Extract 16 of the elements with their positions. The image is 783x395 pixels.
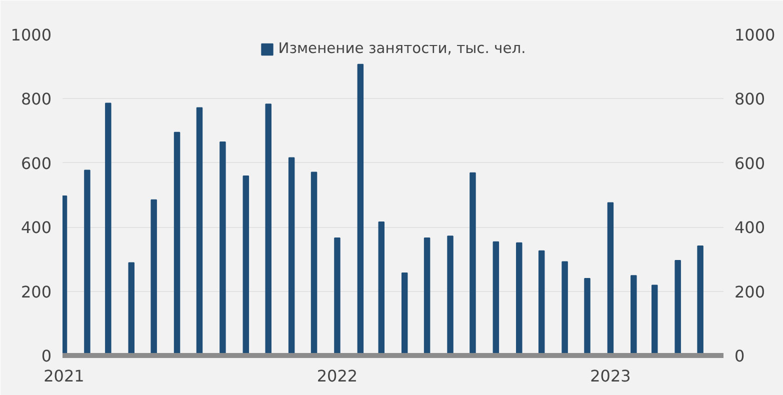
- legend-label: Изменение занятости, тыс. чел.: [278, 40, 526, 57]
- x-tick-label: 2021: [44, 366, 84, 386]
- y2-tick-label: 600: [734, 154, 766, 173]
- y2-tick-label: 1000: [734, 26, 776, 44]
- y-tick-label: 0: [41, 346, 52, 366]
- x-tick-label: 2023: [590, 366, 631, 386]
- y2-tick-label: 200: [734, 282, 766, 302]
- x-tick-label: 2022: [316, 366, 358, 386]
- y2-tick-label: 800: [734, 90, 766, 109]
- y-tick-label: 400: [20, 218, 52, 238]
- y2-tick-label: 0: [734, 346, 745, 366]
- y2-tick-label: 400: [734, 218, 766, 238]
- y-tick-label: 200: [20, 282, 52, 302]
- y-tick-label: 600: [20, 154, 52, 173]
- y-tick-label: 1000: [10, 26, 52, 44]
- y-tick-label: 800: [20, 90, 52, 109]
